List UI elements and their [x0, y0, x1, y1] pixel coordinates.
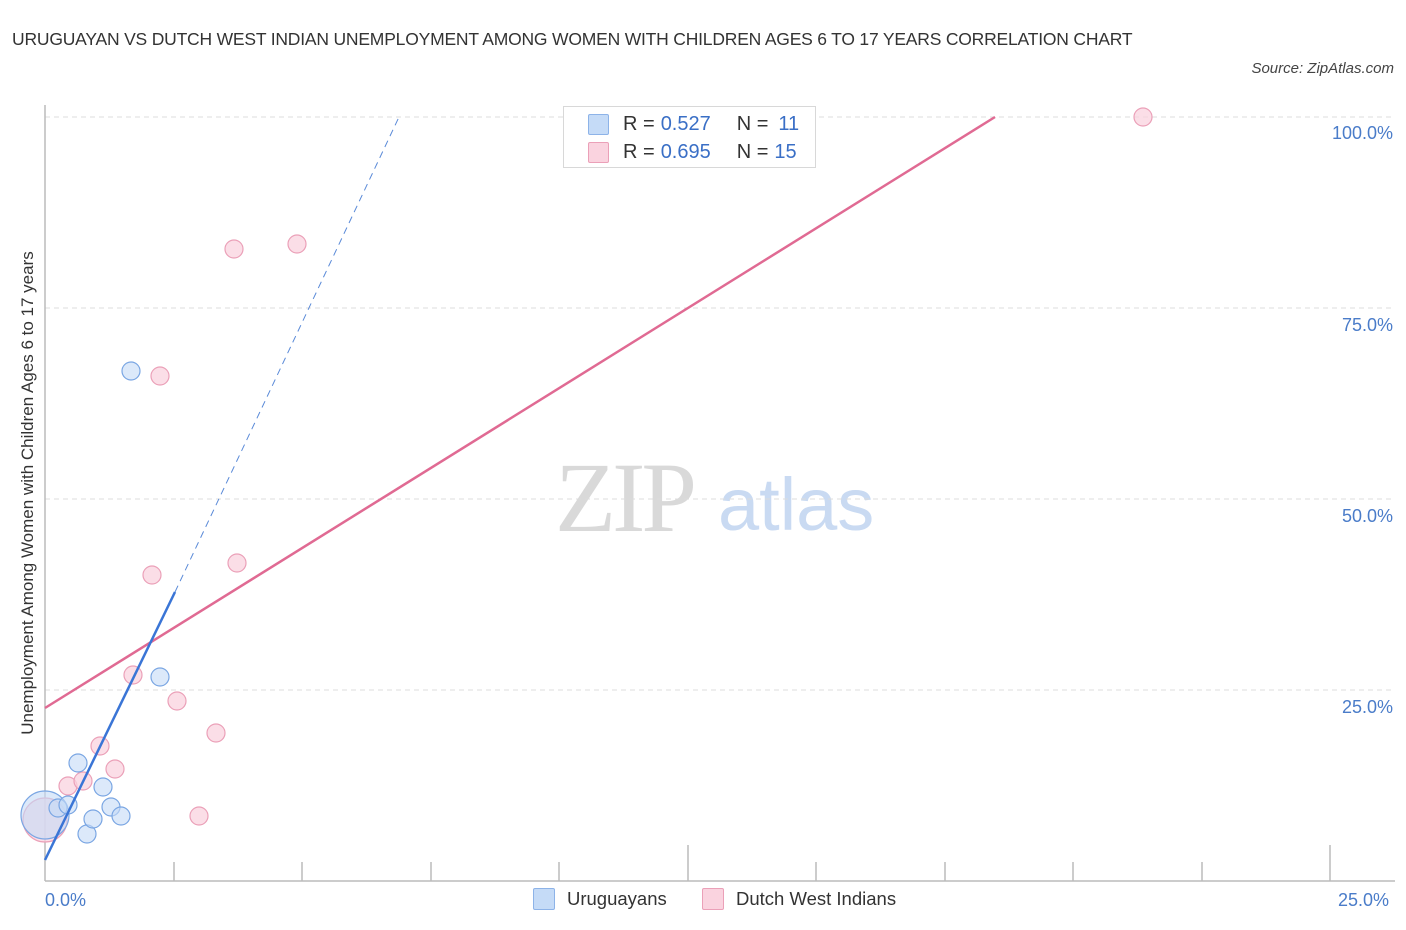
- series-dutch-west-indians-points: [22, 107, 1153, 843]
- r-value: 0.527: [660, 112, 711, 135]
- n-value: 11: [778, 112, 800, 135]
- legend-label: Uruguayans: [567, 888, 667, 909]
- series-uruguayans-points: [20, 361, 170, 844]
- legend-row-uruguayans: R = 0.527 N = 11: [588, 111, 799, 137]
- n-label: N =: [736, 140, 769, 163]
- correlation-legend: R = 0.527 N = 11 R = 0.695 N = 15: [563, 106, 816, 168]
- n-value: 15: [774, 140, 797, 163]
- x-tick-0: 0.0%: [45, 890, 87, 910]
- y-tick-25: 25.0%: [1341, 697, 1393, 717]
- legend-item-uruguayans[interactable]: Uruguayans: [533, 888, 667, 910]
- n-label: N =: [736, 112, 769, 135]
- legend-row-dutch-west-indians: R = 0.695 N = 15: [588, 139, 797, 165]
- watermark-zip: ZIP: [555, 442, 697, 553]
- trendline-uruguayans: [43, 591, 177, 861]
- legend-item-dutch-west-indians[interactable]: Dutch West Indians: [702, 888, 896, 910]
- r-label: R =: [623, 140, 655, 163]
- blue-swatch-icon: [588, 113, 609, 135]
- blue-swatch-icon: [533, 888, 555, 910]
- trendline-uruguayans-extension: [174, 116, 400, 593]
- legend-label: Dutch West Indians: [736, 888, 897, 909]
- trendline-dutch-west-indians: [44, 115, 996, 710]
- y-tick-100: 100.0%: [1331, 123, 1393, 143]
- chart-title: URUGUAYAN VS DUTCH WEST INDIAN UNEMPLOYM…: [12, 29, 1133, 49]
- r-label: R =: [623, 112, 655, 135]
- y-tick-75: 75.0%: [1341, 315, 1393, 335]
- gridlines: [45, 116, 1395, 691]
- source-label: Source: ZipAtlas.com: [1251, 60, 1394, 77]
- x-ticks: [173, 845, 1331, 881]
- watermark-atlas: atlas: [718, 463, 875, 546]
- y-axis-label: Unemployment Among Women with Children A…: [18, 251, 37, 735]
- x-tick-25: 25.0%: [1338, 890, 1390, 910]
- pink-swatch-icon: [588, 141, 609, 163]
- y-tick-50: 50.0%: [1341, 506, 1393, 526]
- pink-swatch-icon: [702, 888, 724, 910]
- r-value: 0.695: [660, 140, 711, 163]
